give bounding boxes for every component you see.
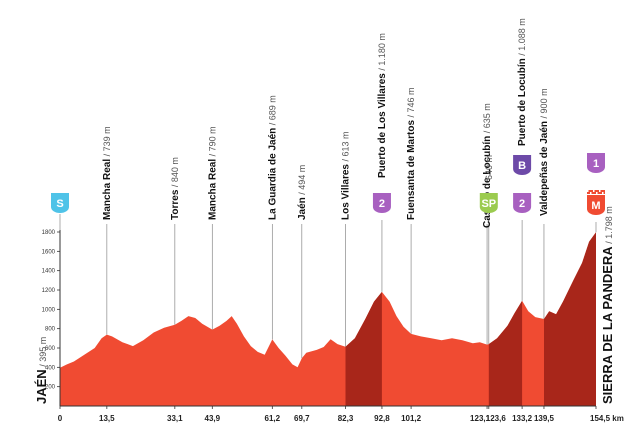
waypoint-label: Mancha Real / 790 m (207, 126, 218, 220)
waypoint-name: Mancha Real (102, 159, 113, 220)
y-tick-label: 1600 (42, 249, 56, 255)
y-tick-label: 1000 (42, 307, 56, 313)
x-tick-label: 82,3 (338, 414, 354, 423)
badge-label: SP (481, 198, 496, 210)
y-tick-label: 200 (45, 385, 56, 391)
finish-label: SIERRA DE LA PANDERA / 1.798 m (600, 206, 615, 404)
finish-checker-square (602, 192, 604, 194)
start-name: JAÉN (34, 369, 49, 404)
y-tick-label: 600 (45, 346, 56, 352)
y-tick-label: 800 (45, 327, 56, 333)
waypoint-name: Fuensanta de Martos (406, 120, 417, 220)
badge-label: B (518, 160, 526, 172)
category-2-badge-icon: 2 (372, 193, 391, 213)
finish-badge-icon: M (587, 190, 605, 215)
finish-name: SIERRA DE LA PANDERA (600, 246, 615, 404)
finish-altitude: / 1.798 m (604, 206, 614, 246)
x-tick-label: 92,8 (374, 414, 390, 423)
badge-label: S (56, 198, 63, 210)
waypoint-label: Torres / 840 m (170, 157, 181, 220)
finish-badge-shape (587, 195, 605, 215)
climb-segment-2 (488, 300, 523, 406)
waypoint-name: La Guardia de Jaén (267, 128, 278, 220)
y-tick-label: 1800 (42, 230, 56, 236)
badge-shape (587, 153, 605, 173)
y-tick-label: 400 (45, 365, 56, 371)
badge-shape (372, 193, 391, 213)
badge-shape (513, 155, 532, 175)
x-tick-label: 123,1 (470, 414, 491, 423)
waypoint-label: La Guardia de Jaén / 689 m (267, 95, 278, 220)
climb-segment-3 (544, 232, 596, 406)
waypoint-label: 640 m (484, 155, 494, 180)
waypoint-label: Los Villares / 613 m (341, 132, 352, 220)
profile-area (60, 232, 596, 406)
badge-shape (479, 193, 498, 213)
waypoint-name: Jaén (297, 197, 308, 220)
waypoint-name: Torres (170, 189, 181, 220)
x-tick-label: 69,7 (294, 414, 310, 423)
waypoint-name: Castillo de Locubín (482, 136, 493, 228)
x-tick-label: 13,5 (99, 414, 115, 423)
finish-checker-square (590, 192, 592, 194)
x-tick-label: 43,9 (205, 414, 221, 423)
badge-shape (513, 193, 532, 213)
badge-shape (51, 193, 69, 213)
finish-checker-square (599, 190, 601, 192)
waypoint-label: Puerto de Los Villares / 1.180 m (377, 33, 388, 178)
y-tick-label: 1400 (42, 269, 56, 275)
badge-label: 2 (379, 198, 385, 210)
waypoint-label: Valdepeñas de Jaén / 900 m (539, 88, 550, 216)
sprint-badge-icon: SP (479, 193, 498, 213)
badge-label: M (591, 200, 600, 212)
badge-label: 2 (519, 198, 525, 210)
category-2-badge-icon: 2 (513, 193, 532, 213)
waypoint-name: Los Villares (341, 164, 352, 220)
waypoint-altitude: / 1.088 m (517, 18, 527, 58)
waypoint-label: Puerto de Locubín / 1.088 m (517, 18, 528, 146)
waypoint-label: Jaén / 494 m (297, 165, 308, 220)
waypoint-altitude: / 613 m (341, 132, 351, 165)
waypoint-altitude: / 1.180 m (377, 33, 387, 73)
waypoint-altitude: / 689 m (267, 95, 277, 128)
x-tick-label: 0 (58, 414, 63, 423)
x-tick-label: 33,1 (167, 414, 183, 423)
y-tick-label: 1200 (42, 288, 56, 294)
x-tick-label: 101,2 (401, 414, 422, 423)
x-tick-label: 133,2 (512, 414, 533, 423)
waypoint-label: Castillo de Locubín / 635 m (482, 103, 493, 228)
x-tick-label: 154,5 km (590, 414, 624, 423)
category-1-badge-icon: 1 (587, 153, 605, 173)
waypoint-altitude: / 900 m (539, 88, 549, 121)
start-label: JAÉN / 395 m (34, 337, 49, 404)
waypoint-name: Mancha Real (207, 159, 218, 220)
start-badge-icon: S (51, 193, 69, 213)
waypoint-name: Puerto de Los Villares (377, 73, 388, 178)
waypoint-altitude: / 635 m (482, 103, 492, 136)
waypoint-name: Valdepeñas de Jaén (539, 121, 550, 216)
waypoint-altitude: / 739 m (102, 126, 112, 159)
waypoint-altitude: / 840 m (170, 157, 180, 190)
waypoint-name: Puerto de Locubín (517, 58, 528, 146)
waypoint-altitude: / 494 m (297, 165, 307, 198)
finish-checker-square (587, 190, 589, 192)
waypoint-altitude: / 746 m (406, 87, 416, 120)
waypoint-altitude: 640 m (484, 155, 494, 180)
waypoint-altitude: / 790 m (207, 126, 217, 159)
start-altitude: / 395 m (38, 337, 48, 370)
x-tick-label: 123,6 (486, 414, 507, 423)
climb-segment-1 (345, 291, 382, 406)
x-tick-label: 139,5 (534, 414, 555, 423)
x-tick-label: 61,2 (265, 414, 281, 423)
badge-label: 1 (593, 158, 599, 170)
bonus-badge-icon: B (513, 155, 532, 175)
waypoint-label: Fuensanta de Martos / 746 m (406, 87, 417, 220)
finish-checker-square (593, 190, 595, 192)
waypoint-label: Mancha Real / 739 m (102, 126, 113, 220)
finish-checker-square (596, 192, 598, 194)
